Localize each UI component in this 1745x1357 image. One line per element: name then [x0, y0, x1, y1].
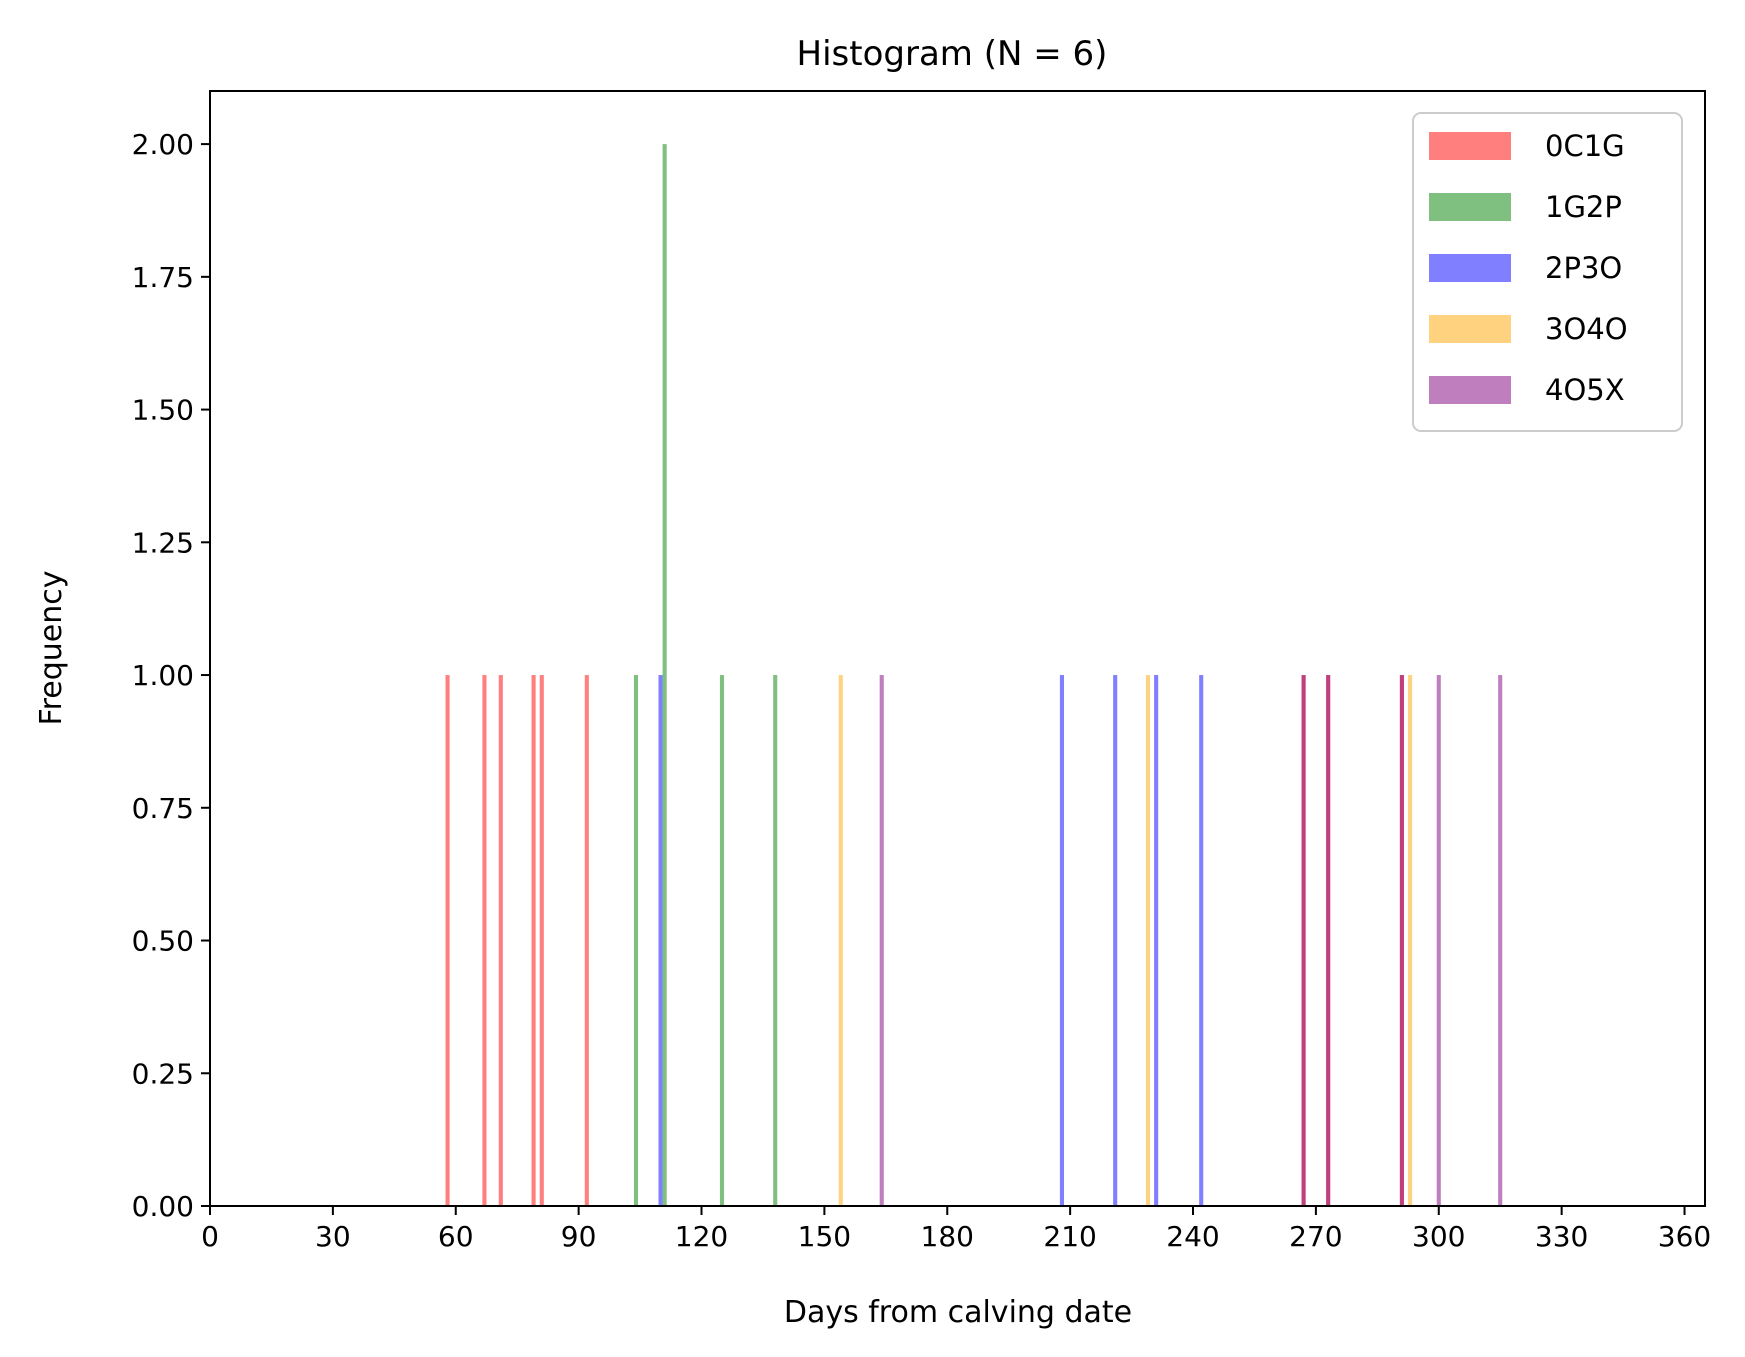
- legend-entry-label: 0C1G: [1545, 129, 1625, 163]
- x-tick-label: 0: [201, 1220, 219, 1253]
- legend-swatch: [1429, 376, 1511, 404]
- x-tick-label: 330: [1535, 1220, 1588, 1253]
- histogram-bar: [498, 675, 503, 1206]
- x-tick-label: 360: [1658, 1220, 1711, 1253]
- y-tick-label: 0.75: [132, 792, 194, 825]
- legend-entry-label: 2P3O: [1545, 251, 1622, 285]
- histogram-bar: [539, 675, 544, 1206]
- histogram-bar: [662, 144, 667, 1207]
- histogram-bar: [1436, 675, 1441, 1206]
- y-tick-label: 1.00: [132, 659, 194, 692]
- legend-swatch: [1429, 132, 1511, 160]
- x-axis-label: Days from calving date: [784, 1295, 1132, 1330]
- legend: 0C1G 1G2P 2P3O 3O4O 4O5X: [1412, 112, 1683, 432]
- histogram-bar: [1154, 675, 1159, 1206]
- x-tick-label: 90: [561, 1220, 597, 1253]
- y-tick-label: 1.50: [132, 394, 194, 427]
- y-tick-label: 0.50: [132, 925, 194, 958]
- histogram-bar: [1498, 675, 1503, 1206]
- bars-layer: [445, 144, 1503, 1207]
- y-tick-label: 2.00: [132, 128, 194, 161]
- histogram-bar: [1408, 675, 1413, 1206]
- legend-swatch: [1429, 315, 1511, 343]
- histogram-bar: [719, 675, 725, 1206]
- y-axis-label: Frequency: [34, 571, 69, 726]
- x-tick-label: 210: [1043, 1220, 1096, 1253]
- x-tick-label: 270: [1289, 1220, 1342, 1253]
- histogram-bar: [482, 675, 487, 1206]
- legend-box: [1412, 112, 1683, 432]
- histogram-bar: [838, 675, 843, 1206]
- histogram-bar: [1199, 675, 1204, 1206]
- x-tick-label: 180: [921, 1220, 974, 1253]
- histogram-bar: [1326, 675, 1331, 1206]
- legend-swatch: [1429, 254, 1511, 282]
- histogram-bar: [584, 675, 589, 1206]
- x-tick-label: 30: [315, 1220, 351, 1253]
- histogram-bar: [1301, 675, 1306, 1206]
- x-tick-label: 60: [438, 1220, 474, 1253]
- plot-frame: [209, 90, 1706, 1207]
- histogram-bar: [1145, 675, 1151, 1206]
- x-tick-label: 240: [1166, 1220, 1219, 1253]
- histogram-bar: [633, 675, 639, 1206]
- histogram-bar: [658, 675, 663, 1206]
- histogram-bar: [879, 675, 884, 1206]
- histogram-bar: [1113, 675, 1118, 1206]
- y-tick-label: 1.25: [132, 526, 194, 559]
- legend-entry-label: 1G2P: [1545, 190, 1622, 224]
- y-tick-label: 0.25: [132, 1057, 194, 1090]
- histogram-bar: [1059, 675, 1064, 1206]
- legend-entry-label: 4O5X: [1545, 373, 1625, 407]
- legend-entry-label: 3O4O: [1545, 312, 1628, 346]
- x-tick-label: 150: [798, 1220, 851, 1253]
- x-tick-label: 300: [1412, 1220, 1465, 1253]
- y-tick-label: 1.75: [132, 261, 194, 294]
- x-tick-label: 120: [675, 1220, 728, 1253]
- y-tick-label: 0.00: [132, 1190, 194, 1223]
- y-axis: 0.00 0.25 0.50 0.75 1.00 1.25 1.50 1.75 2.00: [132, 128, 210, 1223]
- legend-swatch: [1429, 193, 1511, 221]
- histogram-bar: [1399, 675, 1404, 1206]
- histogram-bar: [531, 675, 536, 1206]
- histogram-bar: [773, 675, 778, 1206]
- chart-title: Histogram (N = 6): [797, 34, 1108, 74]
- histogram-bar: [445, 675, 450, 1206]
- x-axis: 0 30 60 90 120 150 180 210 240 270 300 330 360: [201, 1206, 1711, 1253]
